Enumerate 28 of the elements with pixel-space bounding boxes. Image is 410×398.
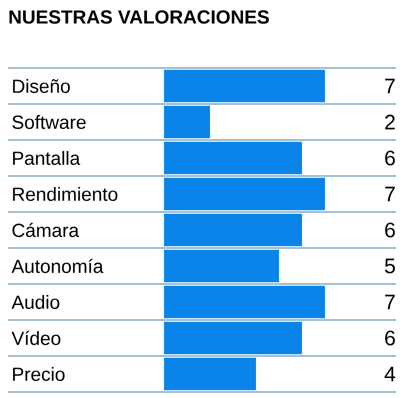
bar [164, 70, 326, 102]
y-tick-label: Autonomía [12, 258, 104, 274]
bar [164, 142, 302, 174]
bar [164, 358, 256, 390]
data-label: 7 [385, 294, 395, 310]
bar [164, 286, 326, 318]
y-tick-label: Diseño [13, 79, 70, 93]
bar [164, 178, 326, 210]
chart-title: NUESTRAS VALORACIONES [9, 10, 269, 24]
bar [164, 214, 302, 246]
bar [164, 106, 210, 138]
y-tick-label: Pantalla [13, 151, 80, 165]
data-label: 6 [385, 150, 395, 166]
bar [164, 250, 279, 282]
data-label: 5 [384, 258, 395, 274]
y-tick-label: Audio [12, 295, 60, 309]
bar [164, 322, 302, 354]
y-tick-label: Rendimiento [13, 187, 118, 201]
data-label: 6 [385, 330, 395, 346]
data-label: 7 [385, 186, 395, 202]
y-tick-label: Vídeo [12, 330, 60, 346]
data-label: 2 [385, 114, 395, 130]
data-label: 7 [385, 78, 395, 94]
data-label: 4 [384, 366, 396, 382]
data-label: 6 [385, 222, 395, 238]
y-tick-label: Software [12, 115, 86, 129]
y-tick-label: Cámara [12, 222, 80, 238]
y-tick-label: Precio [13, 367, 65, 381]
